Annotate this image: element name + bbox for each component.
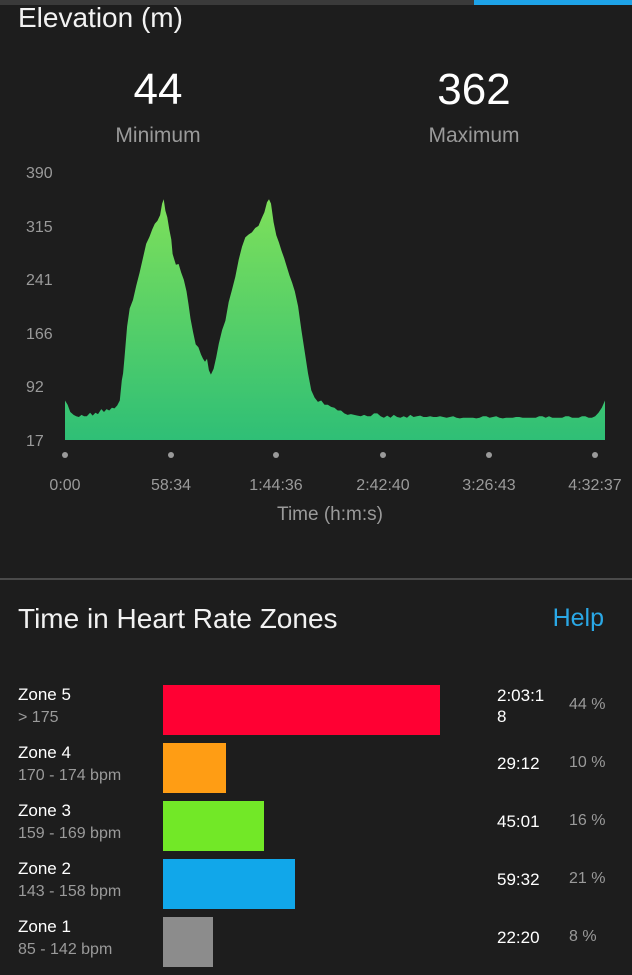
zone-bar xyxy=(163,685,440,735)
zone-percent: 8 % xyxy=(569,928,597,945)
section-divider xyxy=(0,578,632,580)
x-tick-dot xyxy=(380,452,386,458)
x-tick-label: 0:00 xyxy=(49,477,80,494)
zone-time: 29:12 xyxy=(497,754,540,773)
x-tick-label: 1:44:36 xyxy=(249,477,302,494)
minimum-stat: 44 Minimum xyxy=(48,66,268,148)
x-tick-dot xyxy=(273,452,279,458)
hr-zone-row: Zone 5 > 175 2:03:18 44 % xyxy=(0,685,632,743)
elevation-chart: 390 315 241 166 92 17 0:00 58:34 1:44:36 2:42:40… xyxy=(26,165,622,525)
maximum-stat: 362 Maximum xyxy=(364,66,584,148)
x-tick-label: 2:42:40 xyxy=(356,477,409,494)
zone-time: 45:01 xyxy=(497,812,540,831)
hr-zone-row: Zone 4 170 - 174 bpm 29:12 10 % xyxy=(0,743,632,801)
top-progress-indicator xyxy=(0,0,632,5)
zone-bar xyxy=(163,917,213,967)
help-link[interactable]: Help xyxy=(552,604,604,632)
minimum-label: Minimum xyxy=(115,124,201,147)
zone-range: > 175 xyxy=(18,709,59,726)
y-tick-label: 390 xyxy=(26,165,53,182)
x-tick-label: 3:26:43 xyxy=(462,477,515,494)
zone-percent: 21 % xyxy=(569,870,606,887)
hr-zone-row: Zone 1 85 - 142 bpm 22:20 8 % xyxy=(0,917,632,975)
hr-zone-row: Zone 2 143 - 158 bpm 59:32 21 % xyxy=(0,859,632,917)
x-tick-dot xyxy=(486,452,492,458)
zone-name: Zone 1 xyxy=(18,917,71,936)
zone-range: 85 - 142 bpm xyxy=(18,941,113,958)
zone-percent: 44 % xyxy=(569,696,606,713)
y-tick-label: 166 xyxy=(26,326,53,343)
x-axis-title: Time (h:m:s) xyxy=(277,504,383,525)
zone-time: 2:03:18 xyxy=(497,686,545,726)
maximum-value: 362 xyxy=(437,65,511,114)
zone-range: 159 - 169 bpm xyxy=(18,825,122,842)
zone-time: 22:20 xyxy=(497,928,540,947)
zone-bar xyxy=(163,801,264,851)
elevation-area xyxy=(65,199,605,440)
zone-percent: 16 % xyxy=(569,812,606,829)
x-tick-label: 58:34 xyxy=(151,477,191,494)
elevation-title: Elevation (m) xyxy=(18,2,183,33)
x-tick-label: 4:32:37 xyxy=(568,477,621,494)
hr-zone-row: Zone 3 159 - 169 bpm 45:01 16 % xyxy=(0,801,632,859)
zone-time: 59:32 xyxy=(497,870,540,889)
zone-bar xyxy=(163,859,295,909)
zone-bar xyxy=(163,743,226,793)
zone-range: 170 - 174 bpm xyxy=(18,767,122,784)
zone-name: Zone 2 xyxy=(18,859,71,878)
zone-name: Zone 3 xyxy=(18,801,71,820)
y-tick-label: 241 xyxy=(26,272,53,289)
zone-percent: 10 % xyxy=(569,754,606,771)
maximum-label: Maximum xyxy=(428,124,520,147)
y-tick-label: 315 xyxy=(26,219,53,236)
x-tick-dot xyxy=(168,452,174,458)
zone-range: 143 - 158 bpm xyxy=(18,883,122,900)
x-tick-dot xyxy=(62,452,68,458)
zone-name: Zone 5 xyxy=(18,685,71,704)
hr-zones-title: Time in Heart Rate Zones xyxy=(18,603,338,634)
y-tick-label: 92 xyxy=(26,379,44,396)
active-page-indicator xyxy=(474,0,632,5)
zone-name: Zone 4 xyxy=(18,743,71,762)
y-tick-label: 17 xyxy=(26,433,44,450)
x-tick-dot xyxy=(592,452,598,458)
minimum-value: 44 xyxy=(133,65,183,114)
